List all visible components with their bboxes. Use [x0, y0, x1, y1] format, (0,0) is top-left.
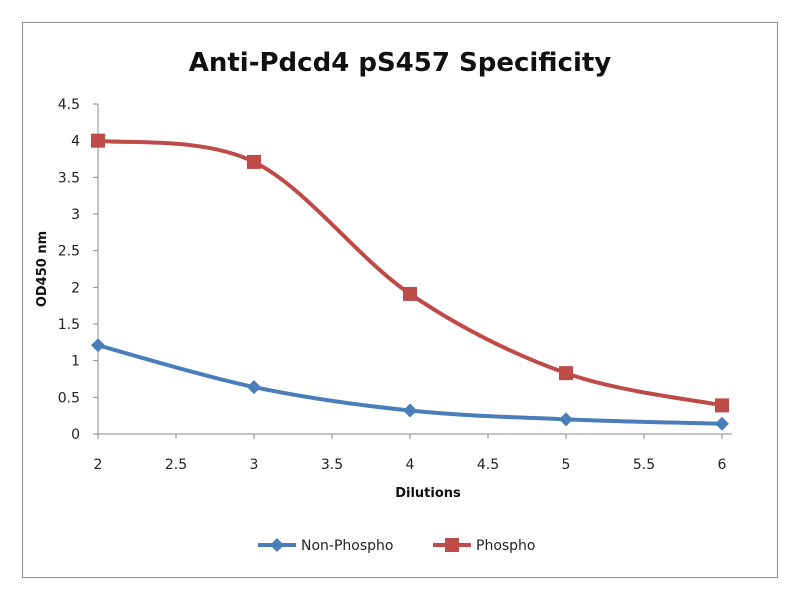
y-tick-label: 4.5	[58, 97, 80, 113]
phospho-point	[247, 154, 261, 169]
y-tick-label: 3	[71, 207, 80, 223]
x-tick-label: 5	[562, 457, 571, 473]
y-tick-label: 3.5	[58, 170, 80, 186]
non-phospho-point	[91, 338, 105, 353]
x-axis-label: Dilutions	[395, 486, 461, 501]
y-tick-label: 1.5	[58, 317, 80, 333]
x-tick-label: 3	[250, 457, 259, 473]
non-phospho-point	[403, 403, 417, 418]
y-tick-label: 2	[71, 280, 80, 296]
chart-title: Anti-Pdcd4 pS457 Specificity	[189, 48, 612, 78]
x-tick-label: 6	[718, 457, 727, 473]
phospho-point	[403, 286, 417, 301]
x-tick-label: 4	[406, 457, 415, 473]
non-phospho-point	[247, 380, 261, 395]
y-tick-label: 2.5	[58, 244, 80, 260]
x-tick-label: 2	[94, 457, 103, 473]
legend-non-phospho-label: Non-Phospho	[301, 538, 393, 554]
x-tick-label: 2.5	[165, 457, 187, 473]
legend: Non-Phospho Phospho	[258, 538, 536, 554]
non-phospho-point	[715, 416, 729, 431]
non-phospho-point	[559, 412, 573, 427]
phospho-line	[97, 138, 723, 408]
legend-phospho-marker	[445, 538, 459, 552]
y-axis-label: OD450 nm	[35, 231, 50, 307]
y-tick-label: 4	[71, 134, 80, 150]
x-tick-label: 4.5	[477, 457, 499, 473]
chart-frame	[22, 22, 778, 578]
phospho-point	[715, 398, 729, 413]
legend-phospho-label: Phospho	[476, 538, 536, 554]
y-tick-label: 1	[71, 354, 80, 370]
x-tick-label: 3.5	[321, 457, 343, 473]
y-tick-label: 0	[71, 427, 80, 443]
y-tick-label: 0.5	[58, 390, 80, 406]
phospho-point	[559, 366, 573, 381]
legend-non-phospho-marker	[270, 538, 284, 552]
phospho-point	[91, 133, 105, 148]
x-tick-label: 5.5	[633, 457, 655, 473]
